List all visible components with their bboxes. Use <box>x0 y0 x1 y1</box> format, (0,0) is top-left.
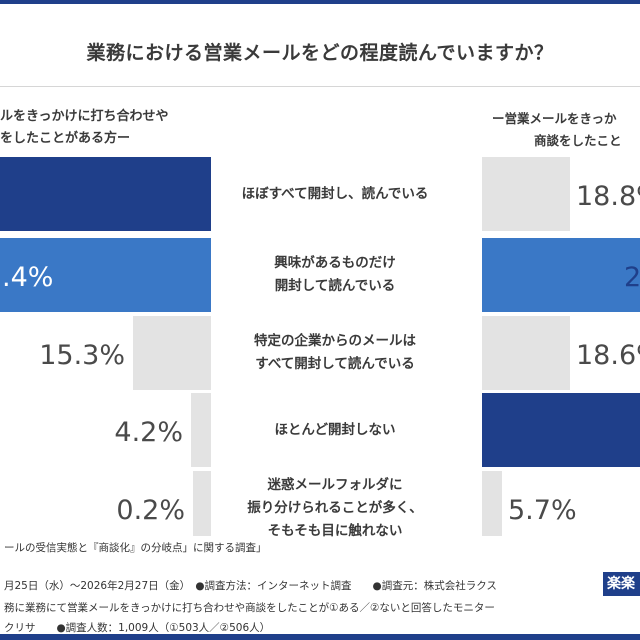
category-label-line: すべて開封して読んでいる <box>255 356 415 372</box>
left-group-label-line: ルをきっかけに打ち合わせや <box>0 109 169 124</box>
category-label-line: 特定の企業からのメールは <box>254 333 416 349</box>
category-label: 迷惑メールフォルダに振り分けられることが多く、 そもそも目に触れない <box>236 474 434 543</box>
top-accent-strip <box>0 0 640 4</box>
footer-survey-target: 務に業務にて営業メールをきっかけに打ち合わせや商談をしたことが①ある／②ないと回… <box>4 602 495 614</box>
butterfly-bar-chart: .4% 15.3% 4.2% 0.2% 18.8% 2 18.6% 5.7% <box>0 157 640 536</box>
bar <box>191 393 211 467</box>
footer-accent-strip <box>0 634 640 640</box>
category-label-line: 迷惑メールフォルダに <box>267 476 403 493</box>
bar <box>482 316 570 390</box>
bar <box>133 316 211 390</box>
right-group-label-line: ー営業メールをきっか <box>492 111 617 126</box>
category-label-line: そもそも目に触れない <box>267 522 403 539</box>
left-group-label-line: をしたことがある方ー <box>0 131 131 146</box>
value-label: 0.2% <box>116 495 185 526</box>
value-label: 18.6% <box>576 340 640 371</box>
category-label-line: 振り分けられることが多く、 <box>247 499 423 516</box>
category-label: ほぼすべて開封し、読んでいる <box>236 183 434 206</box>
value-label: 18.8% <box>576 181 640 212</box>
value-label: 15.3% <box>39 340 125 371</box>
value-label: .4% <box>2 262 53 293</box>
company-logo: 楽楽 <box>603 572 640 596</box>
bar <box>482 393 640 467</box>
category-label-line: ほぼすべて開封し、読んでいる <box>241 185 429 202</box>
bar <box>0 157 211 231</box>
footer-survey-name: ールの受信実態と『商談化』の分岐点」に関する調査」 <box>4 542 267 554</box>
category-label: ほとんど開封しない <box>236 419 434 442</box>
footer-survey-period: 月25日（水）～2026年2月27日（金） ●調査方法：インターネット調査 ●調… <box>4 580 497 592</box>
category-label: 特定の企業からのメールは すべて開封して読んでいる <box>236 330 434 376</box>
bar <box>482 157 570 231</box>
bar <box>193 471 211 536</box>
bar <box>0 238 211 312</box>
category-label-line: 興味があるものだけ <box>274 255 396 271</box>
category-label: 興味があるものだけ 開封して読んでいる <box>236 252 434 298</box>
survey-footer: ールの受信実態と『商談化』の分岐点」に関する調査」 月25日（水）～2026年2… <box>0 536 640 640</box>
bar <box>482 471 502 536</box>
right-group-label-line: 商談をしたこと <box>534 133 622 148</box>
footer-survey-count: クリサ ●調査人数：1,009人（①503人／②506人） <box>4 622 271 634</box>
category-label-line: 開封して読んでいる <box>274 278 396 294</box>
right-group-label: ー営業メールをきっか 商談をしたこと <box>492 108 640 152</box>
value-label: 2 <box>624 262 640 293</box>
title-divider <box>0 86 640 87</box>
category-label-line: ほとんど開封しない <box>274 421 396 438</box>
value-label: 4.2% <box>114 417 183 448</box>
value-label: 5.7% <box>508 495 577 526</box>
left-group-label: ルをきっかけに打ち合わせや をしたことがある方ー <box>0 106 230 150</box>
chart-title: 業務における営業メールをどの程度読んでいますか？ <box>86 42 554 64</box>
bar <box>482 238 640 312</box>
